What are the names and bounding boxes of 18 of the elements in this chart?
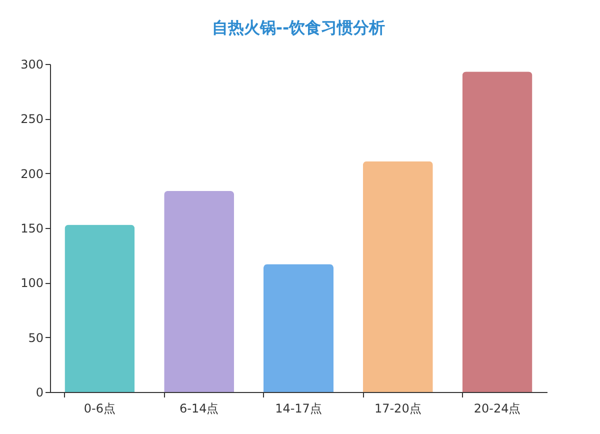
bar <box>462 72 532 392</box>
y-tick-label: 50 <box>28 330 44 345</box>
bar <box>164 190 234 392</box>
x-tick-label: 6-14点 <box>179 402 219 416</box>
y-tick-label: 100 <box>20 276 44 290</box>
x-tick-label: 20-24点 <box>474 402 521 416</box>
x-tick-label: 0-6点 <box>84 402 116 416</box>
chart-title: 自热火锅--饮食习惯分析 <box>212 18 386 37</box>
y-tick-label: 200 <box>20 166 44 181</box>
y-tick-label: 300 <box>20 58 44 72</box>
bar <box>264 264 334 392</box>
y-tick-label: 250 <box>20 112 44 126</box>
y-tick-label: 0 <box>36 386 44 400</box>
x-tick-label: 14-17点 <box>275 402 322 416</box>
y-tick-label: 150 <box>20 222 44 236</box>
bar <box>64 224 135 392</box>
x-tick-label: 17-20点 <box>374 402 422 416</box>
bar <box>362 161 433 392</box>
